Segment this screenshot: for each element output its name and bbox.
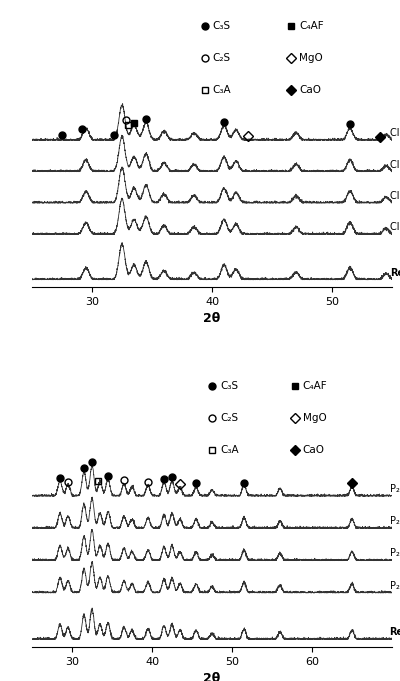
- Text: C₂S: C₂S: [220, 413, 238, 423]
- Text: C₃A: C₃A: [220, 445, 238, 455]
- Text: Cl 0.5%: Cl 0.5%: [390, 222, 400, 232]
- Text: C₄AF: C₄AF: [303, 381, 327, 391]
- Text: Ref.: Ref.: [390, 268, 400, 278]
- Text: Ref.: Ref.: [390, 627, 400, 637]
- Text: CaO: CaO: [299, 84, 321, 95]
- Text: C₃S: C₃S: [213, 20, 231, 31]
- Text: C₄AF: C₄AF: [299, 20, 324, 31]
- Text: P₂O₅ 0.5%: P₂O₅ 0.5%: [390, 581, 400, 590]
- Text: Cl 2.0%: Cl 2.0%: [390, 128, 400, 138]
- Text: MgO: MgO: [303, 413, 326, 423]
- X-axis label: 2θ: 2θ: [203, 313, 221, 326]
- Text: P₂O₅ 2.0%: P₂O₅ 2.0%: [390, 484, 400, 494]
- Text: P₂O₅ 1.0%: P₂O₅ 1.0%: [390, 548, 400, 558]
- Text: CaO: CaO: [303, 445, 325, 455]
- X-axis label: 2θ: 2θ: [203, 672, 221, 681]
- Text: Cl 1.5%: Cl 1.5%: [390, 159, 400, 170]
- Text: C₂S: C₂S: [213, 52, 231, 63]
- Text: MgO: MgO: [299, 52, 323, 63]
- Text: C₃A: C₃A: [213, 84, 231, 95]
- Text: P₂O₅ 1.5%: P₂O₅ 1.5%: [390, 516, 400, 526]
- Text: Cl 1.0%: Cl 1.0%: [390, 191, 400, 201]
- Text: C₃S: C₃S: [220, 381, 238, 391]
